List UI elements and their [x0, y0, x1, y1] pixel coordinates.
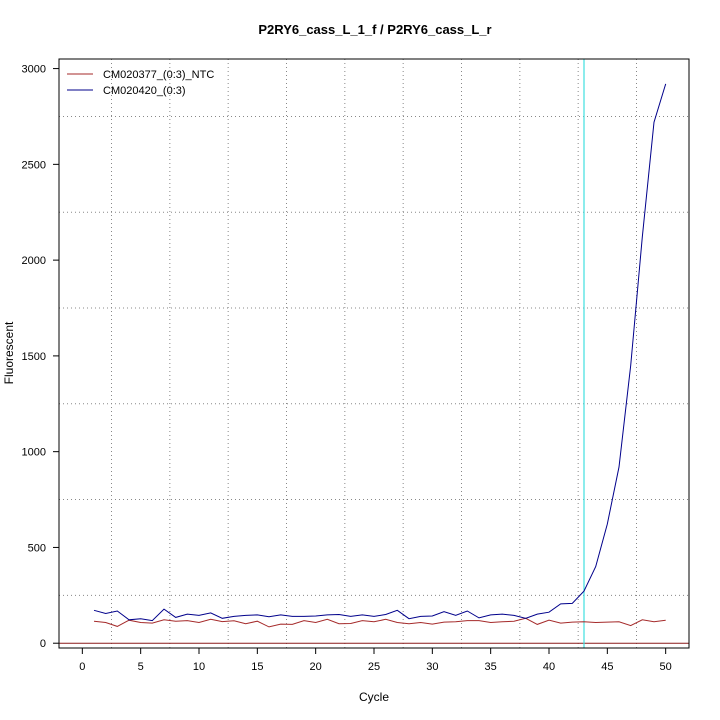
y-tick-label-0: 0 — [40, 638, 46, 650]
x-tick-label-50: 50 — [660, 661, 672, 673]
y-tick-label-1500: 1500 — [22, 351, 46, 363]
y-tick-label-1000: 1000 — [22, 447, 46, 459]
legend: CM020377_(0:3)_NTC CM020420_(0:3) — [67, 69, 214, 97]
y-tick-label-2500: 2500 — [22, 159, 46, 171]
x-tick-label-10: 10 — [193, 661, 205, 673]
x-tick-label-15: 15 — [251, 661, 263, 673]
x-tick-label-25: 25 — [368, 661, 380, 673]
threshold-layer — [59, 59, 689, 648]
grid-lines — [59, 59, 689, 648]
x-tick-label-30: 30 — [426, 661, 438, 673]
plot-frame — [58, 58, 690, 649]
y-tick-label-3000: 3000 — [22, 64, 46, 76]
x-axis-label: Cycle — [359, 690, 389, 704]
chart-title: P2RY6_cass_L_1_f / P2RY6_cass_L_r — [258, 22, 491, 37]
x-tick-label-20: 20 — [310, 661, 322, 673]
x-axis: 0 5 10 15 20 25 30 35 40 45 50 — [79, 647, 672, 673]
series-lines — [93, 83, 667, 628]
legend-label-1: CM020420_(0:3) — [103, 85, 186, 97]
y-axis-label: Fluorescent — [2, 321, 16, 384]
x-tick-label-40: 40 — [543, 661, 555, 673]
series-line-0 — [93, 617, 666, 628]
x-tick-label-5: 5 — [138, 661, 144, 673]
y-axis: 0 500 1000 1500 2000 2500 3000 — [22, 64, 60, 650]
x-tick-label-45: 45 — [601, 661, 613, 673]
legend-label-0: CM020377_(0:3)_NTC — [103, 69, 214, 81]
x-tick-label-0: 0 — [79, 661, 85, 673]
series-line-1 — [93, 83, 667, 622]
x-tick-label-35: 35 — [485, 661, 497, 673]
y-tick-label-2000: 2000 — [22, 255, 46, 267]
y-tick-label-500: 500 — [28, 542, 46, 554]
